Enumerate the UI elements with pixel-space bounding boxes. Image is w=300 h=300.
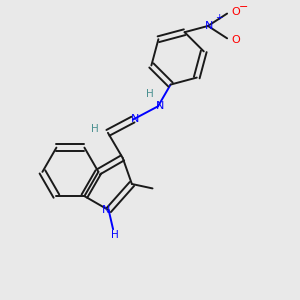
Text: O: O: [231, 7, 240, 17]
Text: −: −: [238, 2, 248, 12]
Text: +: +: [215, 13, 223, 22]
Text: O: O: [231, 35, 240, 45]
Text: H: H: [111, 230, 119, 240]
Text: N: N: [131, 114, 140, 124]
Text: H: H: [146, 89, 154, 99]
Text: N: N: [156, 101, 165, 111]
Text: N: N: [205, 21, 214, 31]
Text: H: H: [91, 124, 98, 134]
Text: N: N: [102, 205, 110, 215]
